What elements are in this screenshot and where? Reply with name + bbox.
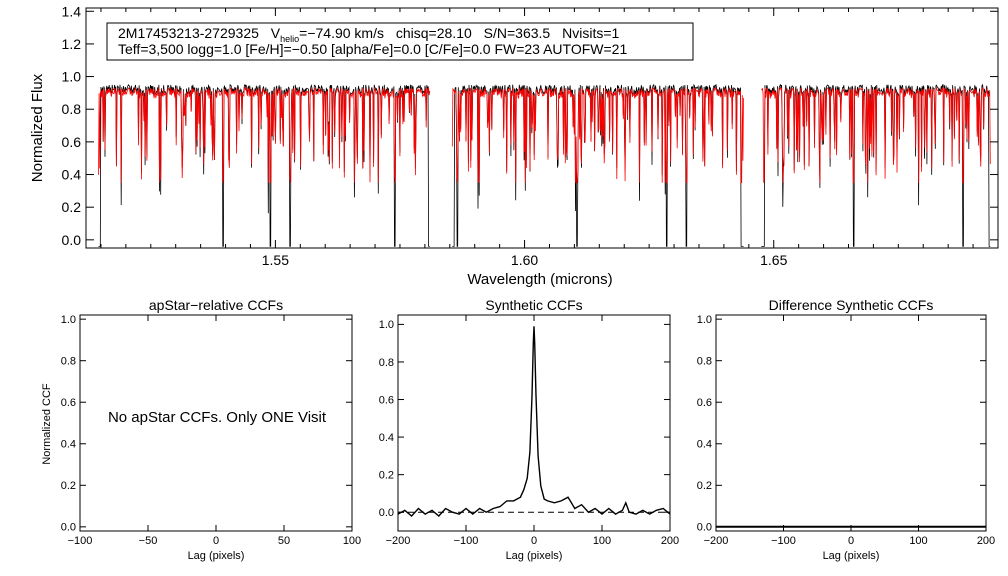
apstar-ccf-y-tick-label: 0.6 xyxy=(61,397,76,409)
synthetic-ccf-y-tick-label: 0.2 xyxy=(379,470,394,482)
apstar-ccf-y-tick-label: 0.4 xyxy=(61,439,76,451)
difference-ccf-plot-area: −200 −100 0 100 200 0.0 0.2 0.4 0.6 0.8 1.0 xyxy=(697,314,995,547)
apstar-ccf-panel: apStar−relative CCFs −100 −50 0 50 100 0.0 0.2… xyxy=(41,297,361,562)
difference-ccf-x-tick-label: 200 xyxy=(977,535,995,547)
spectrum-y-tick-label: 0.0 xyxy=(62,232,82,248)
difference-ccf-frame xyxy=(715,314,987,532)
spectrum-x-tick-label: 1.55 xyxy=(262,252,289,268)
spectrum-y-tick-label: 1.2 xyxy=(62,36,82,52)
spectrum-y-axis-label: Normalized Flux xyxy=(29,73,46,182)
difference-ccf-x-tick-label: 100 xyxy=(909,535,927,547)
spectrum-x-tick-label: 1.65 xyxy=(760,252,787,268)
apstar-ccf-x-axis-label: Lag (pixels) xyxy=(188,550,245,562)
vhelio-subscript: helio xyxy=(280,34,299,44)
apstar-ccf-y-tick-label: 0.8 xyxy=(61,356,76,368)
spectrum-plot-area xyxy=(98,83,991,247)
apstar-ccf-y-tick-label: 0.2 xyxy=(61,480,76,492)
spectrum-y-tick-label: 0.6 xyxy=(62,134,82,150)
apstar-ccf-x-tick-label: −100 xyxy=(68,535,93,547)
star-info-line-1: 2M17453213-2729325 Vhelio=−74.90 km/s ch… xyxy=(118,25,620,44)
synthetic-ccf-title: Synthetic CCFs xyxy=(485,297,582,313)
difference-ccf-y-tick-label: 0.4 xyxy=(697,439,712,451)
apstar-ccf-x-tick-label: 50 xyxy=(278,535,290,547)
difference-ccf-y-tick-label: 0.8 xyxy=(697,356,712,368)
spectrum-y-tick-label: 0.8 xyxy=(62,101,82,117)
apstar-ccf-title: apStar−relative CCFs xyxy=(149,297,283,313)
synthetic-ccf-x-tick-label: −100 xyxy=(454,535,479,547)
apstar-ccf-x-tick-label: −50 xyxy=(139,535,158,547)
spectrum-x-tick-label: 1.60 xyxy=(511,252,538,268)
apstar-ccf-x-tick-label: 100 xyxy=(343,535,361,547)
apstar-ccf-annotation: No apStar CCFs. Only ONE Visit xyxy=(108,409,327,426)
model-spectrum-line xyxy=(98,86,431,184)
nvisits-value: Nvisits=1 xyxy=(562,25,619,41)
difference-ccf-y-tick-label: 0.6 xyxy=(697,397,712,409)
spectrum-y-tick-label: 0.2 xyxy=(62,199,82,215)
apstar-ccf-x-tick-label: 0 xyxy=(213,535,219,547)
spectrum-y-ticks: 0.0 0.2 0.4 0.6 0.8 1.0 1.2 1.4 xyxy=(62,3,998,248)
apstar-ccf-plot-area: −100 −50 0 50 100 0.0 0.2 0.4 0.6 0.8 1.0 xyxy=(61,314,361,547)
chisq-value: chisq=28.10 xyxy=(396,25,472,41)
synthetic-ccf-panel: Synthetic CCFs −200 −100 0 100 200 0.0 0.2 0.4 0… xyxy=(379,297,679,562)
difference-ccf-y-tick-label: 0.2 xyxy=(697,480,712,492)
model-spectrum-line xyxy=(451,86,744,184)
spectrum-panel: 1.55 1.60 1.65 0.0 0.2 0.4 0.6 0.8 1.0 1.2 1.4 Wa… xyxy=(29,3,999,288)
synthetic-ccf-y-tick-label: 0.8 xyxy=(379,357,394,369)
spectrum-x-ticks: 1.55 1.60 1.65 xyxy=(100,8,999,268)
synthetic-ccf-x-axis-label: Lag (pixels) xyxy=(506,550,563,562)
apstar-ccf-y-tick-label: 0.0 xyxy=(61,522,76,534)
stellar-params-line: Teff=3,500 logg=1.0 [Fe/H]=−0.50 [alpha/… xyxy=(118,41,627,57)
synthetic-ccf-x-tick-label: 200 xyxy=(661,535,679,547)
difference-ccf-y-tick-label: 1.0 xyxy=(697,314,712,326)
synthetic-ccf-line xyxy=(397,326,671,517)
vhelio-value: =−74.90 km/s xyxy=(299,25,384,41)
synthetic-ccf-y-tick-label: 0.6 xyxy=(379,394,394,406)
spectrum-y-tick-label: 1.0 xyxy=(62,69,82,85)
observed-spectrum-line xyxy=(98,83,430,247)
difference-ccf-x-axis-label: Lag (pixels) xyxy=(823,550,880,562)
star-info-box xyxy=(106,22,694,61)
spectrum-y-tick-label: 1.4 xyxy=(62,3,82,19)
difference-ccf-x-tick-label: −100 xyxy=(771,535,796,547)
synthetic-ccf-x-tick-label: −200 xyxy=(386,535,411,547)
synthetic-ccf-x-tick-label: 100 xyxy=(593,535,611,547)
synthetic-ccf-y-tick-label: 0.4 xyxy=(379,432,394,444)
apstar-ccf-y-tick-label: 1.0 xyxy=(61,314,76,326)
synthetic-ccf-x-tick-label: 0 xyxy=(531,535,537,547)
difference-ccf-title: Difference Synthetic CCFs xyxy=(769,297,934,313)
apstar-ccf-y-axis-label: Normalized CCF xyxy=(41,383,53,465)
model-spectrum-line xyxy=(761,86,991,184)
spectrum-x-axis-label: Wavelength (microns) xyxy=(467,271,612,288)
difference-ccf-x-tick-label: 0 xyxy=(848,535,854,547)
synthetic-ccf-plot-area: −200 −100 0 100 200 0.0 0.2 0.4 0.6 0.8 1.0 xyxy=(379,315,679,547)
star-id: 2M17453213-2729325 xyxy=(118,25,259,41)
spectrum-frame xyxy=(85,7,999,249)
synthetic-ccf-frame xyxy=(397,314,671,532)
spectrum-y-tick-label: 0.4 xyxy=(62,167,82,183)
vhelio-symbol: V xyxy=(271,25,281,41)
difference-ccf-y-tick-label: 0.0 xyxy=(697,522,712,534)
difference-ccf-x-tick-label: −200 xyxy=(704,535,729,547)
snr-value: S/N=363.5 xyxy=(484,25,551,41)
synthetic-ccf-y-tick-label: 1.0 xyxy=(379,319,394,331)
difference-ccf-panel: Difference Synthetic CCFs −200 −100 0 100 20… xyxy=(697,297,995,562)
synthetic-ccf-y-tick-label: 0.0 xyxy=(379,507,394,519)
